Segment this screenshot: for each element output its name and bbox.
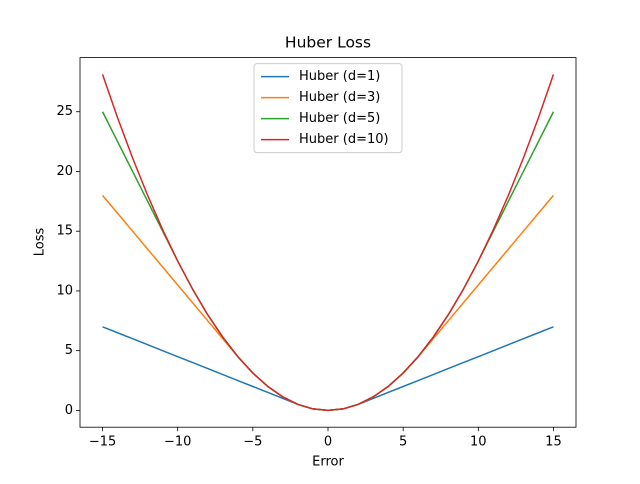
x-tick-label: 10 (470, 435, 487, 450)
legend-label: Huber (d=5) (299, 111, 380, 126)
legend-frame (253, 63, 403, 154)
y-tick-label: 25 (56, 104, 73, 119)
line-series (101, 111, 555, 412)
y-tick-label: 0 (65, 403, 73, 418)
chart-title: Huber Loss (285, 34, 371, 52)
line-series (102, 326, 554, 412)
legend-label: Huber (d=10) (299, 132, 389, 147)
legend-label: Huber (d=1) (299, 69, 380, 84)
x-tick-label: 15 (545, 435, 562, 450)
x-tick-label: −15 (89, 435, 116, 450)
y-tick-label: 20 (56, 164, 73, 179)
line-series (101, 194, 555, 412)
x-tick-label: −5 (243, 435, 262, 450)
legend: Huber (d=1) Huber (d=3) Huber (d=5) Huber (… (253, 63, 403, 154)
plot-frame (79, 57, 577, 428)
y-tick-label: 10 (56, 283, 73, 298)
x-tick-label: −10 (164, 435, 191, 450)
y-axis-label: Loss (33, 228, 48, 257)
x-tick-label: 0 (324, 435, 332, 450)
x-tick-label: 5 (399, 435, 407, 450)
line-series (101, 74, 555, 412)
y-tick-label: 15 (56, 224, 73, 239)
legend-label: Huber (d=3) (299, 90, 380, 105)
y-tick-label: 5 (65, 343, 73, 358)
x-axis-label: Error (312, 455, 344, 470)
